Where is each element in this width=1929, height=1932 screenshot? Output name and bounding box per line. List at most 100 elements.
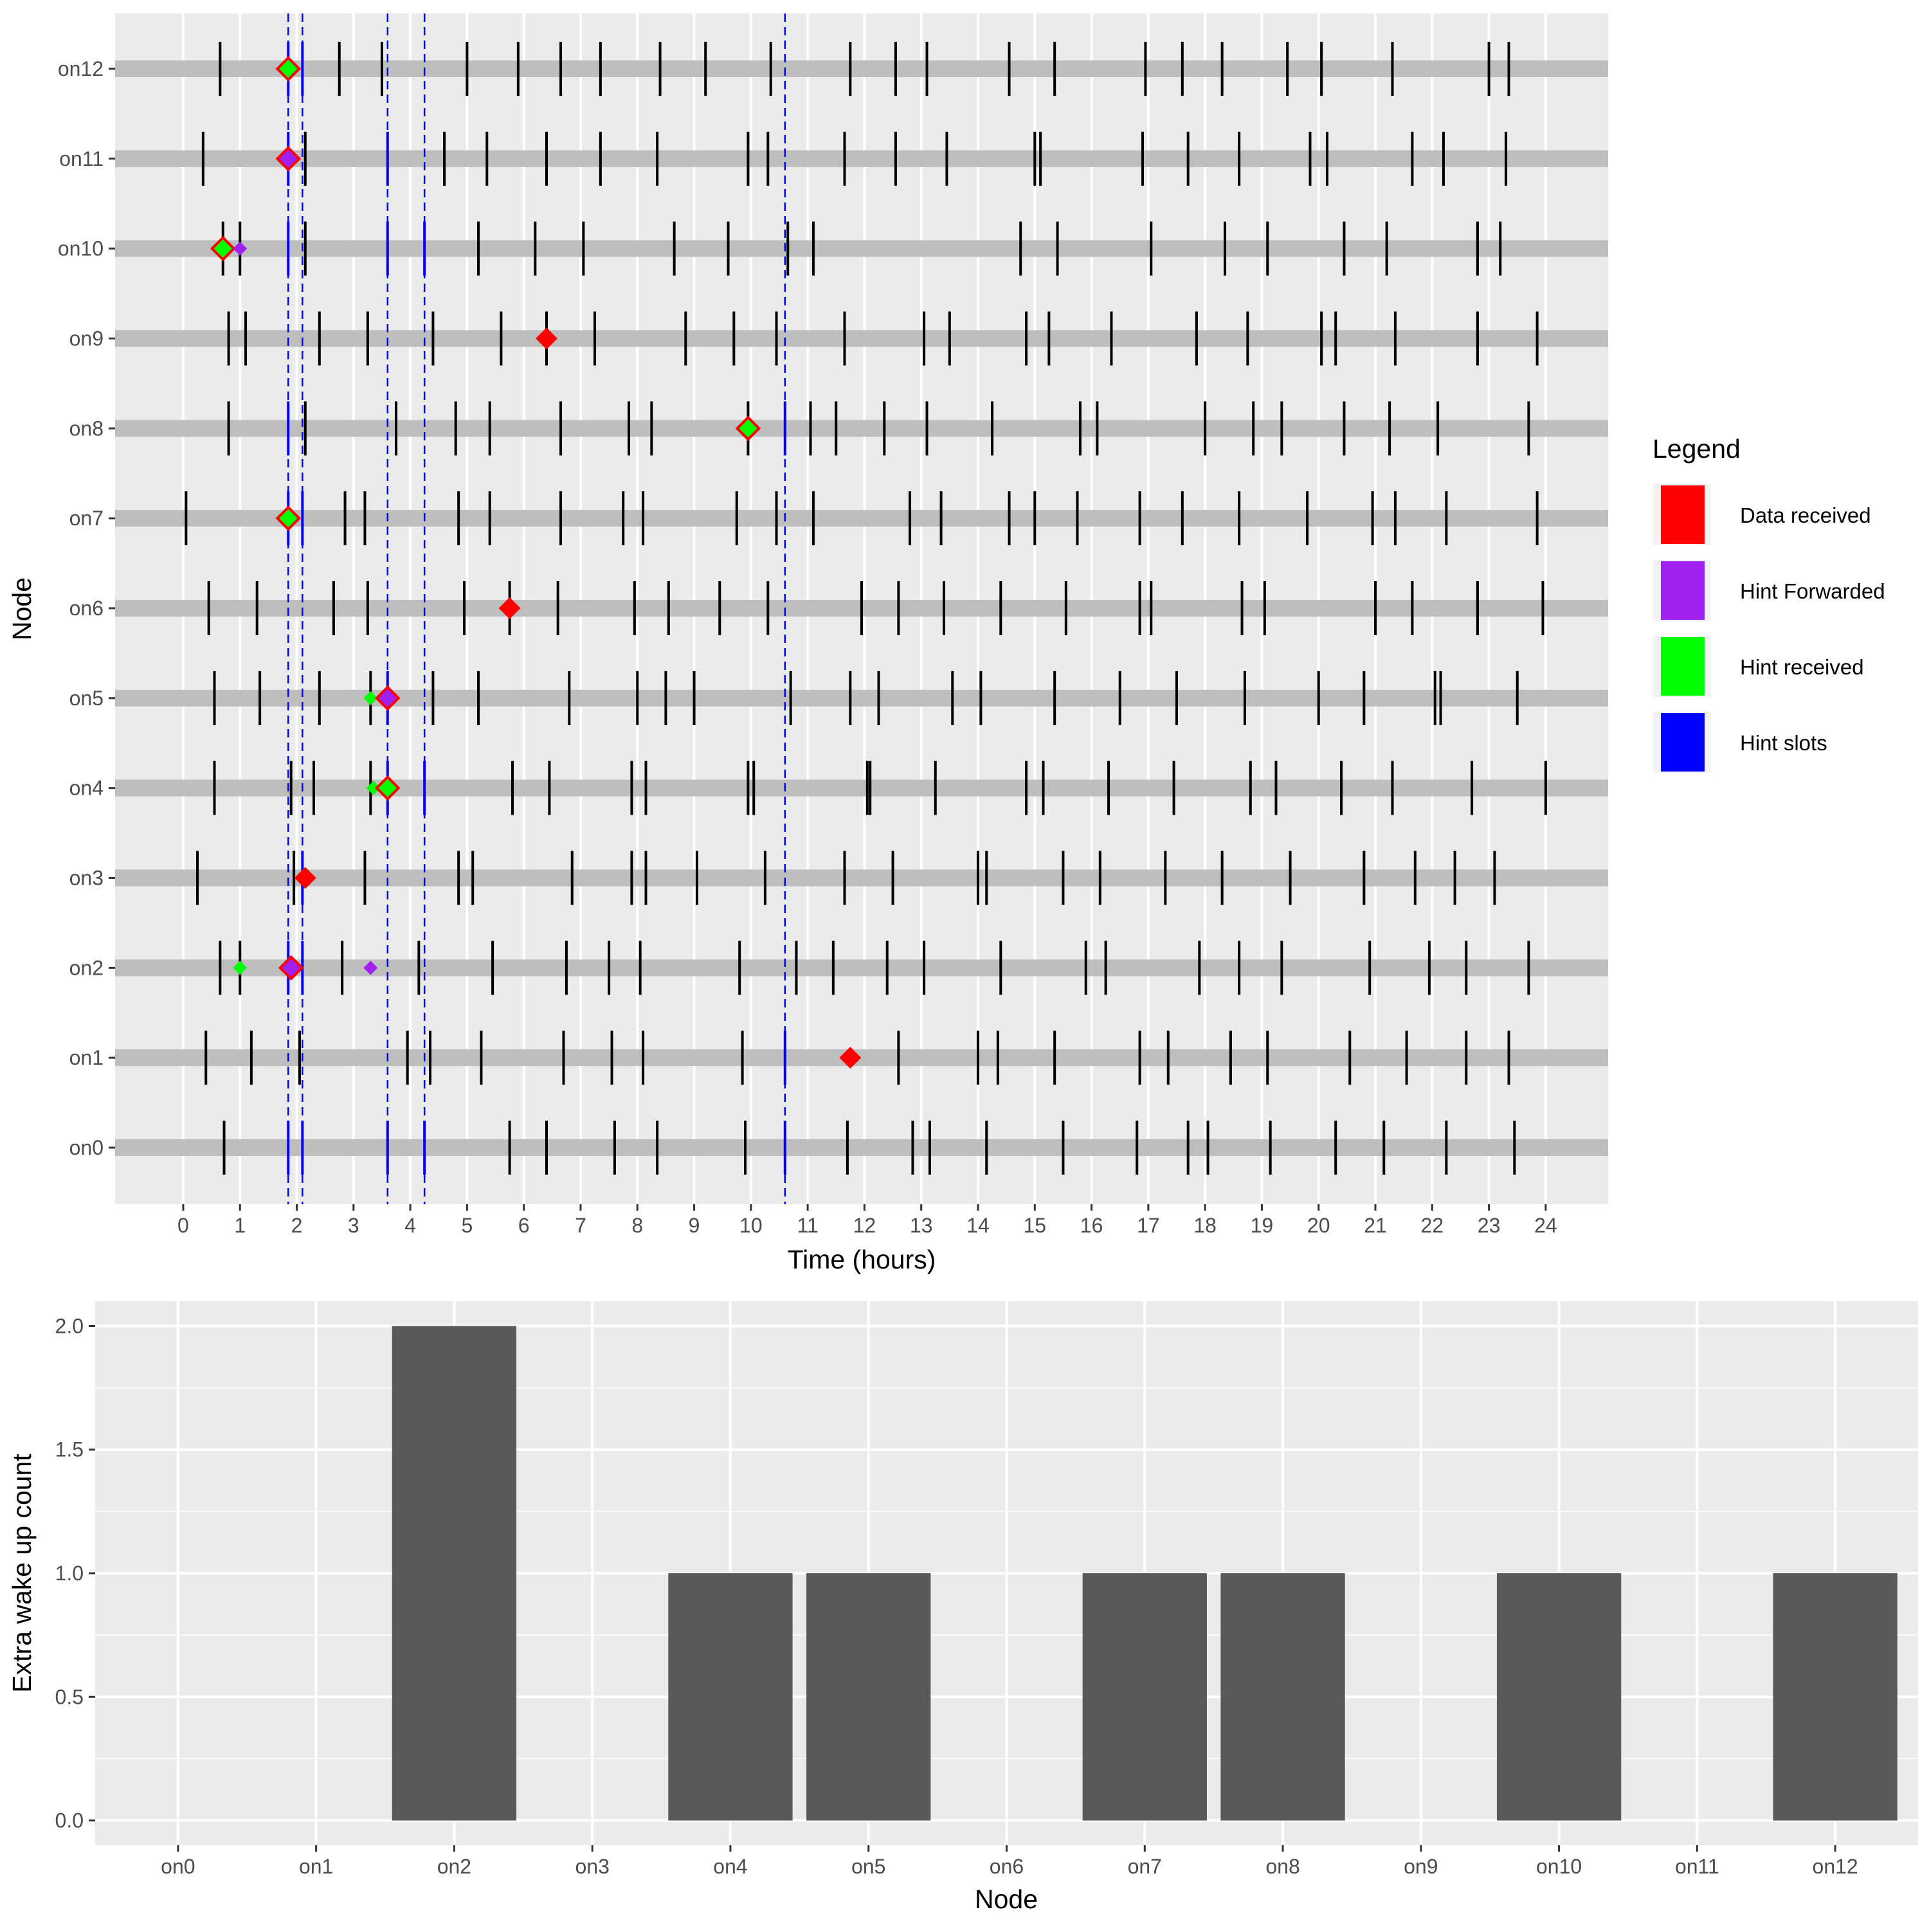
x-tick-label-on4: on4 <box>713 1855 747 1878</box>
legend-entries: Data received Hint Forwarded Hint received… <box>1653 484 1885 773</box>
x-tick-label-21: 21 <box>1364 1214 1387 1237</box>
y-tick-label-0.5: 0.5 <box>55 1685 84 1708</box>
x-tick-label-24: 24 <box>1534 1214 1557 1237</box>
marker-on8-6 <box>735 415 761 442</box>
marker-on2-16 <box>363 961 378 975</box>
y-tick-label-on1: on1 <box>69 1046 104 1069</box>
y-tick-label-on2: on2 <box>69 956 104 979</box>
timeline-y-axis: on0 on1 on2 on3 on4 on5 on6 on7 on8 on9 on10 on11 on… <box>58 57 115 1159</box>
x-tick-label-4: 4 <box>404 1214 416 1237</box>
x-tick-label-10: 10 <box>739 1214 763 1237</box>
legend-label-hint-received: Hint received <box>1740 655 1864 679</box>
x-tick-label-15: 15 <box>1023 1214 1046 1237</box>
y-tick-label-0.0: 0.0 <box>55 1809 84 1832</box>
x-tick-label-on6: on6 <box>990 1855 1024 1878</box>
legend-label-hint-forwarded: Hint Forwarded <box>1740 579 1885 603</box>
bar-on12 <box>1773 1573 1897 1821</box>
y-tick-label-on9: on9 <box>69 327 104 350</box>
x-tick-label-on8: on8 <box>1265 1855 1300 1878</box>
y-tick-label-on6: on6 <box>69 597 104 620</box>
legend-swatch-hint-forwarded <box>1661 561 1705 620</box>
x-tick-label-on10: on10 <box>1536 1855 1582 1878</box>
x-tick-label-8: 8 <box>631 1214 643 1237</box>
x-tick-label-on9: on9 <box>1404 1855 1438 1878</box>
event-markers <box>210 56 862 1069</box>
legend-swatch-data-received <box>1661 485 1705 544</box>
marker-on7-7 <box>275 505 302 531</box>
wakeup-ticks <box>185 42 1547 1175</box>
marker-on5-10 <box>374 685 401 711</box>
y-tick-label-1.5: 1.5 <box>55 1438 84 1461</box>
y-tick-label-on4: on4 <box>69 777 104 800</box>
timeline-y-axis-title: Node <box>7 577 37 640</box>
bar-x-axis: on0 on1 on2 on3 on4 on5 on6 on7 on8 on9 on10 on11 on… <box>161 1845 1858 1878</box>
marker-on10-3 <box>210 235 236 262</box>
x-tick-label-11: 11 <box>797 1214 819 1237</box>
x-tick-label-17: 17 <box>1137 1214 1160 1237</box>
x-tick-label-20: 20 <box>1307 1214 1330 1237</box>
legend-title: Legend <box>1653 434 1741 464</box>
legend-label-data-received: Data received <box>1740 503 1871 527</box>
legend-swatch-hint-slots <box>1661 713 1705 772</box>
marker-on4-11 <box>366 781 381 795</box>
timeline-x-axis-title: Time (hours) <box>788 1245 936 1274</box>
bar-on4 <box>668 1573 793 1821</box>
timeline-panel: on0 on1 on2 on3 on4 on5 on6 on7 on8 on9 on10 on11 on… <box>7 14 1608 1274</box>
bar-on8 <box>1220 1573 1345 1821</box>
x-tick-label-16: 16 <box>1080 1214 1103 1237</box>
marker-on2-14 <box>233 961 248 975</box>
marker-on3-13 <box>294 867 316 889</box>
y-tick-label-1.0: 1.0 <box>55 1562 84 1585</box>
x-tick-label-on11: on11 <box>1675 1855 1719 1878</box>
y-tick-label-on0: on0 <box>69 1136 104 1159</box>
x-tick-label-0: 0 <box>177 1214 189 1237</box>
y-tick-label-2.0: 2.0 <box>55 1314 84 1337</box>
x-tick-label-23: 23 <box>1478 1214 1501 1237</box>
x-tick-label-7: 7 <box>575 1214 586 1237</box>
legend-label-hint-slots: Hint slots <box>1740 731 1827 755</box>
y-tick-label-on12: on12 <box>58 57 104 80</box>
x-tick-label-22: 22 <box>1421 1214 1444 1237</box>
marker-on6-8 <box>498 597 521 619</box>
y-tick-label-on8: on8 <box>69 417 104 440</box>
x-tick-label-on3: on3 <box>575 1855 609 1878</box>
marker-on10-4 <box>233 241 248 256</box>
marker-on4-12 <box>374 775 401 801</box>
bar-on10 <box>1496 1573 1622 1821</box>
bar-on5 <box>806 1573 931 1821</box>
legend-swatch-hint-received <box>1661 637 1705 696</box>
x-tick-label-on5: on5 <box>851 1855 885 1878</box>
y-tick-label-on7: on7 <box>69 507 104 530</box>
y-tick-label-on3: on3 <box>69 867 104 890</box>
x-tick-label-on0: on0 <box>161 1855 195 1878</box>
marker-on5-9 <box>363 691 378 705</box>
bar-on2 <box>392 1326 517 1821</box>
bar-panel: 0.0 0.5 1.0 1.5 2.0 on0 on1 on2 on3 on4 on5 on6 on7… <box>7 1301 1918 1914</box>
x-tick-label-14: 14 <box>966 1214 990 1237</box>
marker-on11-2 <box>275 146 302 172</box>
y-tick-label-on5: on5 <box>69 687 104 710</box>
y-tick-label-on11: on11 <box>59 147 104 170</box>
x-tick-label-12: 12 <box>853 1214 876 1237</box>
x-tick-label-5: 5 <box>461 1214 473 1237</box>
x-tick-label-on12: on12 <box>1813 1855 1858 1878</box>
marker-on2-15 <box>278 955 304 981</box>
bar-on7 <box>1082 1573 1207 1821</box>
x-tick-label-19: 19 <box>1251 1214 1274 1237</box>
bar-y-axis-title: Extra wake up count <box>7 1454 37 1693</box>
marker-on9-5 <box>535 327 557 350</box>
hint-slot-lines <box>287 14 786 1204</box>
x-tick-label-3: 3 <box>348 1214 359 1237</box>
x-tick-label-on1: on1 <box>299 1855 333 1878</box>
x-tick-label-9: 9 <box>689 1214 700 1237</box>
x-tick-label-on2: on2 <box>437 1855 471 1878</box>
marker-on12-1 <box>275 56 302 82</box>
x-tick-label-on7: on7 <box>1128 1855 1162 1878</box>
bar-x-axis-title: Node <box>975 1884 1038 1914</box>
marker-on1-17 <box>839 1047 862 1069</box>
bar-y-axis: 0.0 0.5 1.0 1.5 2.0 <box>55 1314 95 1832</box>
x-tick-label-2: 2 <box>291 1214 303 1237</box>
bars <box>392 1326 1897 1821</box>
x-tick-label-6: 6 <box>518 1214 530 1237</box>
